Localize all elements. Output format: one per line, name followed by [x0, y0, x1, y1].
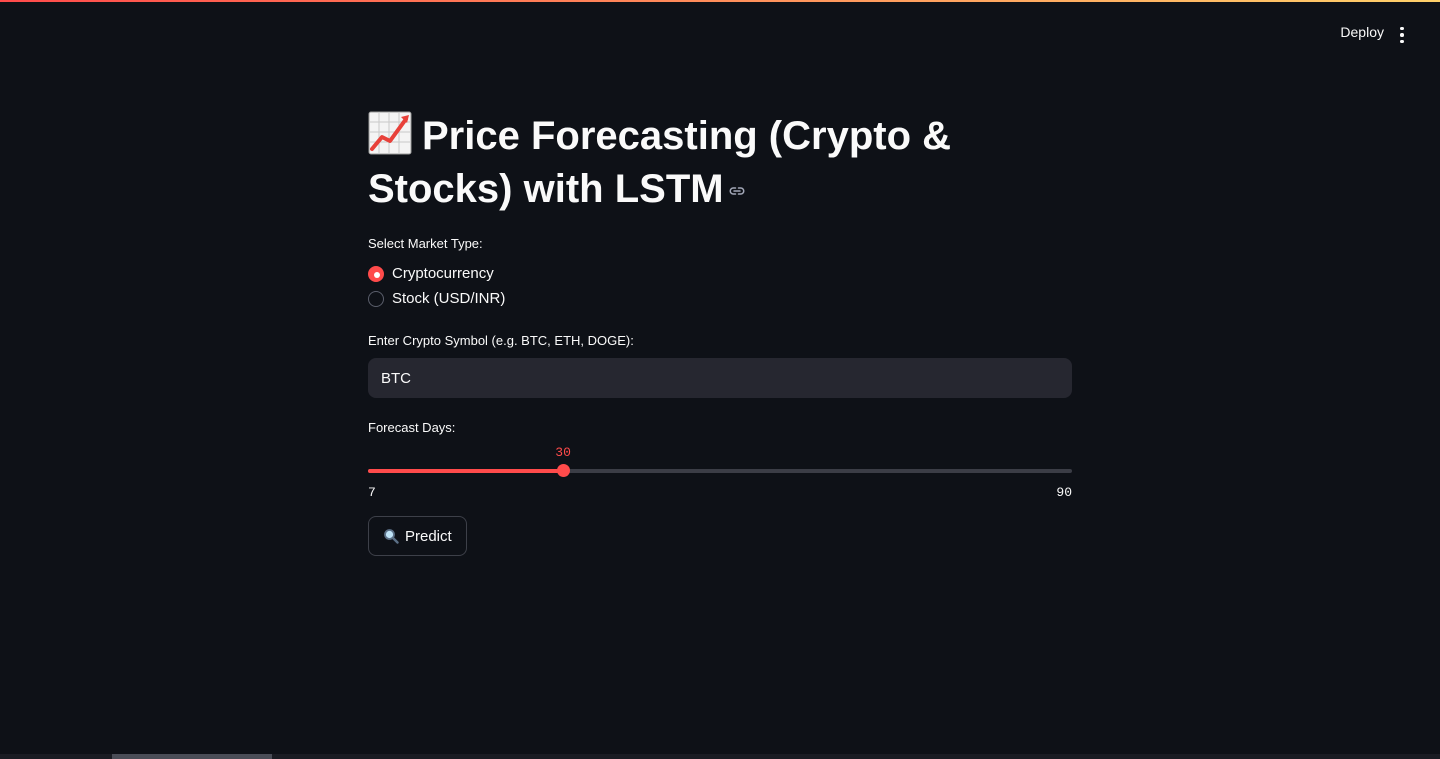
radio-option-label: Cryptocurrency [392, 265, 494, 282]
horizontal-scrollbar-thumb[interactable] [112, 754, 272, 759]
symbol-input-block: Enter Crypto Symbol (e.g. BTC, ETH, DOGE… [368, 333, 1072, 398]
symbol-input-label: Enter Crypto Symbol (e.g. BTC, ETH, DOGE… [368, 333, 634, 348]
slider-fill [368, 469, 564, 473]
radio-button-checked[interactable] [368, 265, 384, 282]
menu-dot [1400, 33, 1404, 37]
forecast-days-slider-block: Forecast Days: 30 7 90 [368, 420, 1072, 510]
menu-dot [1400, 39, 1404, 44]
market-type-label: Select Market Type: [368, 236, 483, 251]
radio-option-stock[interactable]: Stock (USD/INR) [368, 286, 1072, 311]
menu-dot [1400, 26, 1404, 31]
main-content: Price Forecasting (Crypto & Stocks) with… [368, 110, 1072, 556]
radio-button-unchecked[interactable] [368, 290, 384, 307]
radio-option-cryptocurrency[interactable]: Cryptocurrency [368, 261, 1072, 286]
slider-max-value: 90 [1056, 485, 1072, 500]
magnifying-glass-icon [384, 529, 399, 544]
kebab-menu-icon[interactable] [1392, 22, 1412, 48]
app-header: Deploy [0, 2, 1440, 62]
slider-track[interactable] [368, 464, 1072, 477]
horizontal-scrollbar[interactable] [0, 754, 1440, 759]
forecast-days-slider[interactable]: 30 7 90 [368, 445, 1072, 500]
predict-button[interactable]: Predict [368, 516, 467, 556]
forecast-days-label: Forecast Days: [368, 420, 456, 435]
radio-option-label: Stock (USD/INR) [392, 290, 506, 307]
top-decoration-bar [0, 0, 1440, 2]
predict-button-label: Predict [405, 527, 452, 545]
deploy-button[interactable]: Deploy [1340, 24, 1384, 40]
page-title-text: Price Forecasting (Crypto & Stocks) with… [368, 114, 952, 211]
market-type-radio-group: Select Market Type: Cryptocurrency Stock… [368, 236, 1072, 311]
page-title: Price Forecasting (Crypto & Stocks) with… [368, 110, 1072, 216]
link-icon[interactable] [728, 182, 746, 200]
slider-current-value: 30 [555, 445, 571, 460]
slider-thumb[interactable] [556, 464, 570, 477]
crypto-symbol-input[interactable] [368, 358, 1072, 398]
slider-min-value: 7 [368, 485, 376, 500]
chart-increasing-icon [368, 111, 412, 155]
